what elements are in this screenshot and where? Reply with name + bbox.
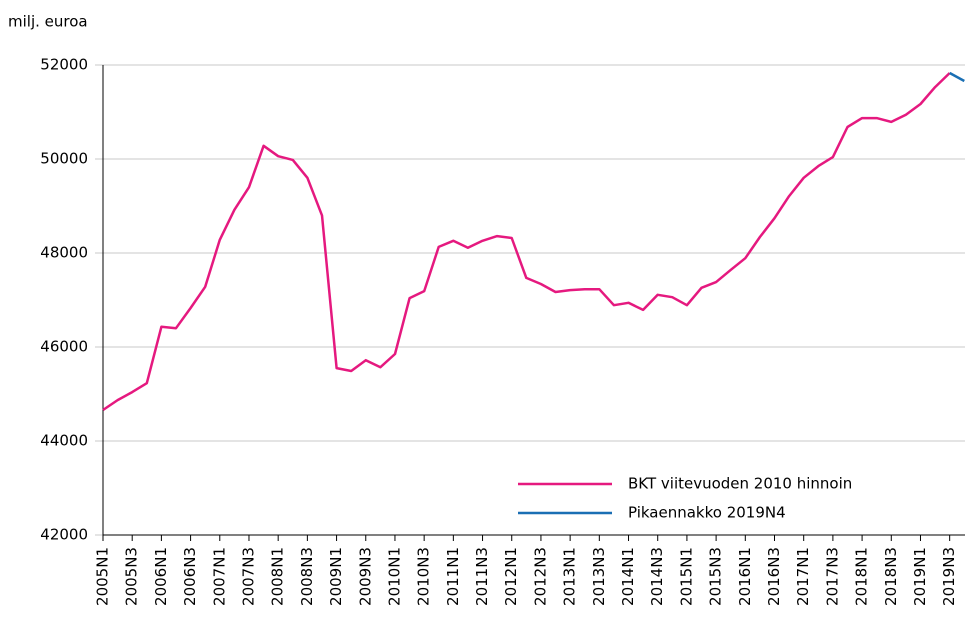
x-tick-label: 2007N3 <box>239 547 257 606</box>
x-tick-label: 2018N1 <box>853 547 871 606</box>
x-tick-label: 2019N1 <box>911 547 929 606</box>
y-tick-label: 52000 <box>40 56 88 74</box>
x-tick-label: 2017N1 <box>794 547 812 606</box>
x-tick-label: 2011N1 <box>444 547 462 606</box>
x-tick-label: 2010N3 <box>415 547 433 606</box>
x-tick-label: 2015N3 <box>707 547 725 606</box>
x-tick-label: 2006N3 <box>181 547 199 606</box>
x-tick-label: 2008N1 <box>269 547 287 606</box>
legend-label: Pikaennakko 2019N4 <box>628 504 786 522</box>
x-tick-label: 2016N1 <box>736 547 754 606</box>
x-tick-label: 2009N1 <box>327 547 345 606</box>
series-line <box>949 71 965 83</box>
x-tick-label: 2012N3 <box>531 547 549 606</box>
x-tick-label: 2011N3 <box>473 547 491 606</box>
x-tick-label: 2016N3 <box>765 547 783 606</box>
series-line <box>102 72 951 412</box>
x-tick-label: 2013N3 <box>590 547 608 606</box>
x-tick-label: 2009N3 <box>356 547 374 606</box>
x-tick-label: 2014N1 <box>619 547 637 606</box>
x-tick-label: 2013N1 <box>561 547 579 606</box>
x-tick-label: 2018N3 <box>882 547 900 606</box>
y-tick-label: 46000 <box>40 338 88 356</box>
x-tick-label: 2014N3 <box>648 547 666 606</box>
x-tick-label: 2012N1 <box>502 547 520 606</box>
x-tick-label: 2010N1 <box>385 547 403 606</box>
x-tick-label: 2006N1 <box>152 547 170 606</box>
x-tick-label: 2008N3 <box>298 547 316 606</box>
x-tick-label: 2005N3 <box>123 547 141 606</box>
y-axis-label: milj. euroa <box>8 13 88 31</box>
x-tick-label: 2007N1 <box>210 547 228 606</box>
x-tick-label: 2005N1 <box>94 547 112 606</box>
x-tick-label: 2017N3 <box>823 547 841 606</box>
y-tick-label: 50000 <box>40 150 88 168</box>
x-tick-label: 2019N3 <box>940 547 958 606</box>
y-tick-label: 48000 <box>40 244 88 262</box>
y-tick-label: 44000 <box>40 432 88 450</box>
x-tick-label: 2015N1 <box>677 547 695 606</box>
y-tick-label: 42000 <box>40 526 88 544</box>
legend-label: BKT viitevuoden 2010 hinnoin <box>628 475 852 493</box>
